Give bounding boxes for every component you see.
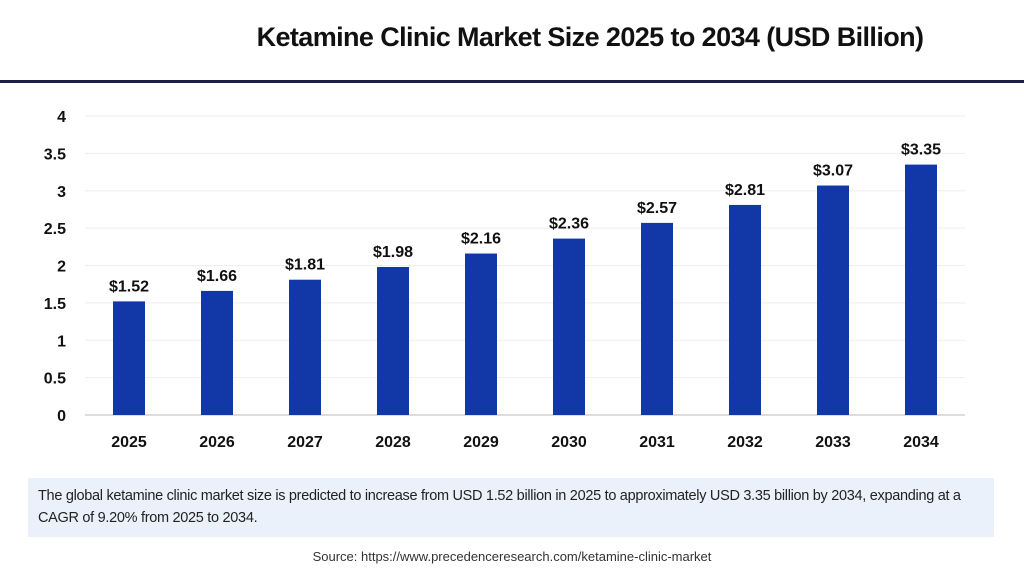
x-tick-label: 2031	[639, 434, 675, 451]
y-tick-label: 1	[57, 333, 66, 350]
bar-2033	[817, 185, 849, 415]
x-tick-label: 2028	[375, 434, 411, 451]
bar-2028	[377, 266, 409, 415]
y-tick-label: 3.5	[44, 146, 66, 163]
x-tick-label: 2029	[463, 434, 499, 451]
x-tick-label: 2025	[111, 434, 147, 451]
summary-note: The global ketamine clinic market size i…	[28, 478, 994, 537]
x-tick-label: 2027	[287, 434, 323, 451]
data-label: $1.81	[285, 257, 325, 274]
y-tick-label: 0.5	[44, 371, 66, 388]
data-label: $3.35	[901, 142, 941, 159]
x-tick-label: 2026	[199, 434, 235, 451]
x-tick-label: 2033	[815, 434, 851, 451]
bar-2034	[905, 164, 937, 415]
data-label: $3.07	[813, 163, 853, 180]
data-label: $2.16	[461, 231, 501, 248]
bar-2031	[641, 222, 673, 415]
title-divider	[0, 80, 1024, 83]
bar-2026	[201, 290, 233, 415]
y-tick-label: 1.5	[44, 296, 66, 313]
bar-2029	[465, 253, 497, 415]
y-tick-label: 4	[57, 109, 66, 126]
data-label: $2.57	[637, 200, 677, 217]
data-label: $1.52	[109, 278, 149, 295]
bar-chart: 0 0.5 1 1.5 2 2.5 3 3.5 4 $1.52 2025 $1.66 2026 $1.81…	[44, 109, 965, 451]
x-tick-label: 2030	[551, 434, 587, 451]
data-label: $2.81	[725, 182, 765, 199]
bar-2030	[553, 238, 585, 415]
data-label: $1.66	[197, 268, 237, 285]
x-tick-label: 2032	[727, 434, 763, 451]
data-label: $1.98	[373, 244, 413, 261]
y-tick-label: 2	[57, 259, 66, 276]
y-tick-label: 2.5	[44, 221, 66, 238]
source-citation: Source: https://www.precedenceresearch.c…	[312, 549, 712, 564]
y-tick-label: 0	[57, 408, 66, 425]
bar-2032	[729, 204, 761, 415]
data-label: $2.36	[549, 216, 589, 233]
y-tick-label: 3	[57, 184, 66, 201]
bar-2027	[289, 279, 321, 415]
x-tick-label: 2034	[903, 434, 939, 451]
bar-2025	[113, 301, 145, 415]
chart-title: Ketamine Clinic Market Size 2025 to 2034…	[256, 22, 924, 52]
